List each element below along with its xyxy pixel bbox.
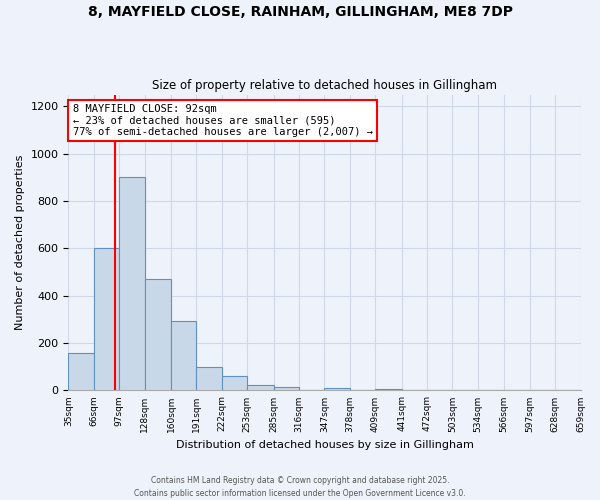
Bar xyxy=(145,279,171,390)
Y-axis label: Number of detached properties: Number of detached properties xyxy=(15,155,25,330)
Title: Size of property relative to detached houses in Gillingham: Size of property relative to detached ho… xyxy=(152,79,497,92)
X-axis label: Distribution of detached houses by size in Gillingham: Distribution of detached houses by size … xyxy=(176,440,473,450)
Bar xyxy=(119,178,145,390)
Bar xyxy=(171,320,196,390)
Bar xyxy=(196,367,222,390)
Text: 8 MAYFIELD CLOSE: 92sqm
← 23% of detached houses are smaller (595)
77% of semi-d: 8 MAYFIELD CLOSE: 92sqm ← 23% of detache… xyxy=(73,104,373,137)
Bar xyxy=(247,384,274,390)
Bar xyxy=(325,388,350,390)
Bar xyxy=(94,248,119,390)
Bar xyxy=(68,352,94,391)
Text: Contains HM Land Registry data © Crown copyright and database right 2025.
Contai: Contains HM Land Registry data © Crown c… xyxy=(134,476,466,498)
Bar xyxy=(274,387,299,390)
Text: 8, MAYFIELD CLOSE, RAINHAM, GILLINGHAM, ME8 7DP: 8, MAYFIELD CLOSE, RAINHAM, GILLINGHAM, … xyxy=(88,5,512,19)
Bar xyxy=(376,389,401,390)
Bar xyxy=(222,376,247,390)
